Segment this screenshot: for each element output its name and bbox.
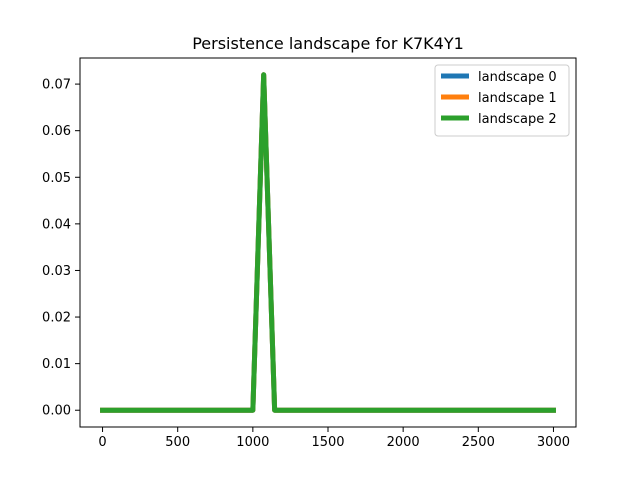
x-tick-label-0: 0 xyxy=(98,435,106,450)
x-tick-label-1: 500 xyxy=(165,435,190,450)
legend: landscape 0 landscape 1 landscape 2 xyxy=(434,64,570,137)
x-tick-label-5: 2500 xyxy=(462,435,495,450)
series-layer xyxy=(100,72,556,413)
x-tick-label-3: 1500 xyxy=(311,435,344,450)
y-tick-label-1: 0.01 xyxy=(42,357,71,372)
series-line-2 xyxy=(100,72,556,413)
y-tick-label-3: 0.03 xyxy=(42,264,71,279)
y-tick-label-0: 0.00 xyxy=(42,404,71,419)
y-tick-label-4: 0.04 xyxy=(42,217,71,232)
legend-label-0: landscape 0 xyxy=(478,70,557,85)
legend-label-1: landscape 1 xyxy=(478,91,557,106)
y-tick-label-7: 0.07 xyxy=(42,78,71,93)
x-tick-label-6: 3000 xyxy=(537,435,570,450)
axes-layer: 0 500 1000 1500 2000 2500 3000 0.00 0.01 0.02 0.03… xyxy=(42,57,577,450)
x-tick-label-2: 1000 xyxy=(236,435,269,450)
chart-title: Persistence landscape for K7K4Y1 xyxy=(192,34,464,53)
y-tick-label-6: 0.06 xyxy=(42,124,71,139)
y-tick-label-2: 0.02 xyxy=(42,311,71,326)
x-tick-label-4: 2000 xyxy=(387,435,420,450)
legend-label-2: landscape 2 xyxy=(478,112,557,127)
y-tick-label-5: 0.05 xyxy=(42,171,71,186)
